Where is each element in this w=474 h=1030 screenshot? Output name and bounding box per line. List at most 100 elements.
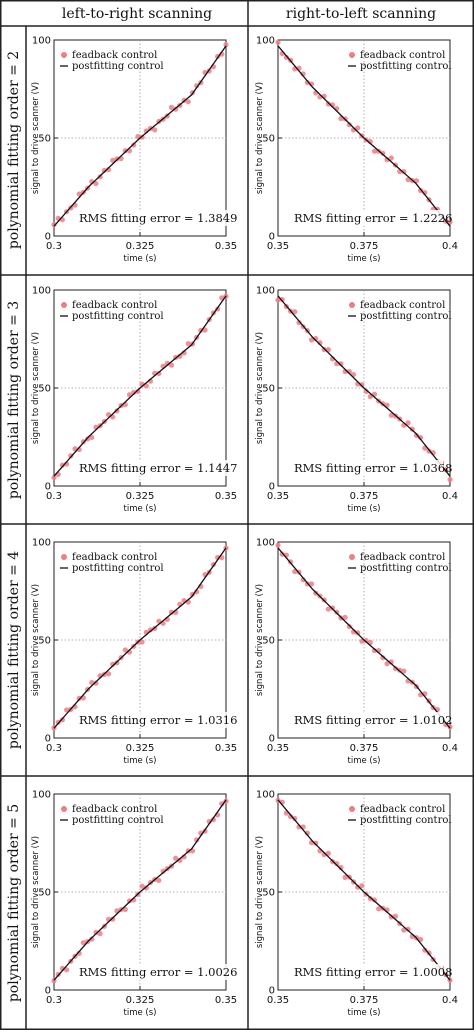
x-tick-label: 0.375 [350,241,379,252]
y-tick-label: 100 [256,790,275,801]
feedback-point [210,817,217,823]
x-tick-label: 0.4 [442,241,458,252]
feedback-point [122,906,128,913]
chart-panel: 0.3 0.325 0.35 0 50 100 time (s) signal to driv… [31,36,237,265]
postfitting-line [277,547,451,729]
postfitting-line [53,295,227,477]
feedback-point [114,156,120,162]
postfitting-line [277,799,451,981]
feedback-point [168,609,175,615]
row-header-order-4: polynomial fitting order = 4 [6,551,22,749]
feedback-point [371,647,378,654]
feedback-point [152,127,158,133]
y-tick-label: 0 [45,482,51,493]
feedback-point [384,661,390,667]
postfitting-line [53,547,227,729]
feedback-point [384,157,390,163]
chart-panel: 0.3 0.325 0.35 0 50 100 time (s) signal to driv… [31,538,237,767]
legend-postfitting-label: postfitting control [360,311,452,322]
annotation-backdrop [76,210,228,226]
x-tick-label: 0.375 [350,995,379,1006]
feedback-point [156,370,162,377]
x-tick-label: 0.4 [442,491,458,502]
feedback-point [355,125,361,131]
feedback-point [405,926,411,932]
legend-feedback-label: feadback control [72,50,157,61]
annotation-backdrop [291,964,443,980]
y-tick-label: 100 [256,286,275,297]
legend-postfitting-label: postfitting control [360,61,452,72]
feedback-point [380,655,386,661]
feedback-point [131,142,137,148]
y-tick-label: 0 [269,232,275,243]
feedback-point [105,671,112,677]
y-axis-label: signal to drive scanner (V) [31,332,41,444]
feedback-point [292,815,298,822]
y-tick-label: 50 [38,888,51,899]
y-tick-label: 100 [32,36,51,47]
x-tick-label: 0.35 [215,241,237,252]
feedback-point [110,157,116,163]
chart-panel: 0.35 0.375 0.4 0 50 100 time (s) signal to driv… [255,790,458,1019]
feedback-point [338,361,344,367]
postfitting-line [53,45,227,227]
rms-annotation: RMS fitting error = 1.1447 [79,461,237,475]
rms-annotation: RMS fitting error = 1.0026 [79,965,237,979]
feedback-point [443,721,449,728]
x-tick-label: 0.375 [350,743,379,754]
feedback-point [223,42,229,48]
feedback-point [359,382,365,388]
y-tick-label: 100 [32,790,51,801]
legend-postfitting-label: postfitting control [72,563,164,574]
x-tick-label: 0.35 [215,743,237,754]
y-axis-label: signal to drive scanner (V) [255,82,265,194]
legend-feedback-marker [349,806,355,812]
y-tick-label: 50 [262,134,275,145]
x-axis-label: time (s) [348,1008,381,1018]
feedback-point [194,83,200,89]
y-tick-label: 50 [38,636,51,647]
feedback-point [325,606,331,612]
feedback-point [447,477,453,483]
feedback-point [114,408,120,414]
x-tick-label: 0.35 [215,995,237,1006]
feedback-point [275,297,281,303]
annotation-backdrop [76,964,228,980]
feedback-point [63,707,70,713]
feedback-point [89,434,95,440]
feedback-point [101,167,107,174]
chart-panel: 0.35 0.375 0.4 0 50 100 time (s) signal to driv… [255,286,458,515]
rms-annotation: RMS fitting error = 1.0102 [294,713,452,727]
feedback-point [185,99,191,105]
x-tick-label: 0.325 [126,995,155,1006]
y-tick-label: 50 [262,636,275,647]
feedback-point [63,967,70,973]
annotation-backdrop [291,712,443,728]
legend-postfitting-label: postfitting control [72,61,164,72]
chart-panel: 0.3 0.325 0.35 0 50 100 time (s) signal to driv… [31,286,237,515]
feedback-point [139,883,145,889]
x-tick-label: 0.3 [46,743,62,754]
feedback-point [371,148,378,154]
feedback-point [300,577,306,583]
legend-feedback-label: feadback control [360,50,445,61]
feedback-point [93,929,99,935]
x-tick-label: 0.35 [267,743,289,754]
legend-feedback-marker [349,52,355,58]
feedback-point [371,897,378,903]
feedback-point [388,412,394,418]
legend-feedback-marker [349,302,355,308]
feedback-point [93,180,99,187]
x-tick-label: 0.35 [215,491,237,502]
feedback-point [275,39,281,45]
y-tick-label: 50 [38,134,51,145]
y-tick-label: 100 [256,36,275,47]
y-tick-label: 0 [269,482,275,493]
chart-panel: 0.3 0.325 0.35 0 50 100 time (s) signal to driv… [31,790,237,1019]
feedback-point [367,895,373,902]
feedback-point [342,874,348,881]
y-tick-label: 50 [38,384,51,395]
feedback-point [325,101,331,107]
x-axis-label: time (s) [348,504,381,514]
rms-annotation: RMS fitting error = 1.3849 [79,211,237,225]
